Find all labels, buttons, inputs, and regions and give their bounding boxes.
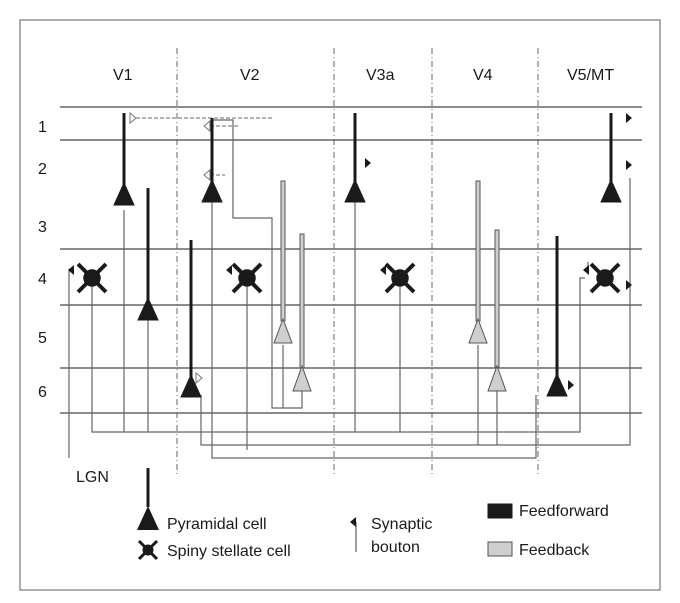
bouton-v5-l6: [568, 380, 574, 390]
v5-l6-pyramid: [546, 372, 568, 397]
bouton-v3a-l4: [380, 265, 386, 275]
v2-l2-pyramid: [201, 178, 223, 203]
v2-l6-pyramid: [180, 373, 202, 398]
layer-label-6: 6: [38, 384, 47, 401]
bouton-v5-l2: [626, 160, 632, 170]
feedforward-cells: [113, 113, 622, 398]
v2-spiny-stellate: [231, 262, 263, 294]
legend-spiny-stellate-icon: [137, 539, 159, 561]
area-label-v2: V2: [240, 67, 260, 84]
legend-synaptic-label-1: Synaptic: [371, 516, 432, 533]
area-label-v1: V1: [113, 67, 133, 84]
bus-v2-to-v5: [200, 178, 631, 446]
v2-feedback-loop: [212, 119, 303, 409]
bouton-lgn-v1: [68, 265, 74, 275]
bus-v2-to-v5-low: [211, 200, 537, 459]
v3a-spiny-stellate: [384, 262, 416, 294]
legend-pyramidal-label: Pyramidal cell: [167, 516, 267, 533]
v5-spiny-stellate: [589, 262, 621, 294]
layer-label-5: 5: [38, 330, 47, 347]
feedback-boutons: [129, 111, 211, 385]
layer-label-1: 1: [38, 119, 47, 136]
synaptic-boutons: [68, 113, 632, 390]
figure-frame: [19, 19, 661, 591]
fb-bouton-v2-l1: [203, 119, 211, 133]
layer-label-2: 2: [38, 161, 47, 178]
v2-l5-fb-pyramid: [273, 317, 293, 344]
v4-l5-fb-dendrite: [475, 180, 481, 322]
feedback-cells: [273, 180, 507, 392]
v4-l6-fb-pyramid: [487, 364, 507, 392]
layer-boundaries: [60, 106, 642, 414]
legend: Pyramidal cell Spiny stellate cell Synap…: [137, 468, 609, 561]
v2-l5-fb-dendrite: [280, 180, 286, 322]
bouton-v5-l1: [626, 113, 632, 123]
area-label-v3a: V3a: [366, 67, 395, 84]
fb-bouton-v2-l2: [203, 168, 211, 182]
bouton-v2-l4: [226, 265, 232, 275]
legend-feedback-label: Feedback: [519, 542, 590, 559]
area-label-v5mt: V5/MT: [567, 67, 614, 84]
v4-l6-fb-dendrite: [494, 229, 500, 368]
legend-pyramidal-icon: [137, 506, 159, 530]
area-dividers: [176, 48, 539, 475]
axon-wiring: [68, 119, 631, 459]
lgn-input-axon: [68, 269, 74, 458]
feedback-axon-l1-v1: [130, 117, 273, 120]
fb-bouton-v1-l1: [129, 111, 137, 125]
v1-l2-pyramid: [113, 181, 135, 206]
bouton-v3a-l2: [365, 158, 371, 168]
layer-label-3: 3: [38, 219, 47, 236]
legend-spiny-stellate-label: Spiny stellate cell: [167, 543, 291, 560]
fb-bouton-v2-l6: [195, 371, 203, 385]
legend-feedforward-swatch: [487, 503, 513, 519]
area-label-v4: V4: [473, 67, 493, 84]
bus-v1-to-v5: [91, 277, 585, 433]
bouton-v5-l4-right: [626, 280, 632, 290]
v4-l5-fb-pyramid: [468, 317, 488, 344]
v2-l6-fb-pyramid: [292, 364, 312, 392]
legend-synaptic-bouton-icon: [350, 517, 356, 527]
v3a-l2-pyramid: [344, 178, 366, 203]
layer-label-4: 4: [38, 271, 47, 288]
bouton-v5-l4-left: [583, 265, 589, 275]
v5-l2-pyramid: [600, 178, 622, 203]
legend-feedforward-label: Feedforward: [519, 503, 609, 520]
lgn-label: LGN: [76, 469, 109, 486]
v1-l5-pyramid: [137, 296, 159, 321]
v2-l6-fb-dendrite: [299, 233, 305, 369]
legend-synaptic-label-2: bouton: [371, 539, 420, 556]
legend-feedback-swatch: [487, 541, 513, 557]
v1-spiny-stellate: [76, 262, 108, 294]
spiny-stellate-cells: [76, 262, 621, 294]
feedback-dashed-axons: [130, 117, 273, 176]
